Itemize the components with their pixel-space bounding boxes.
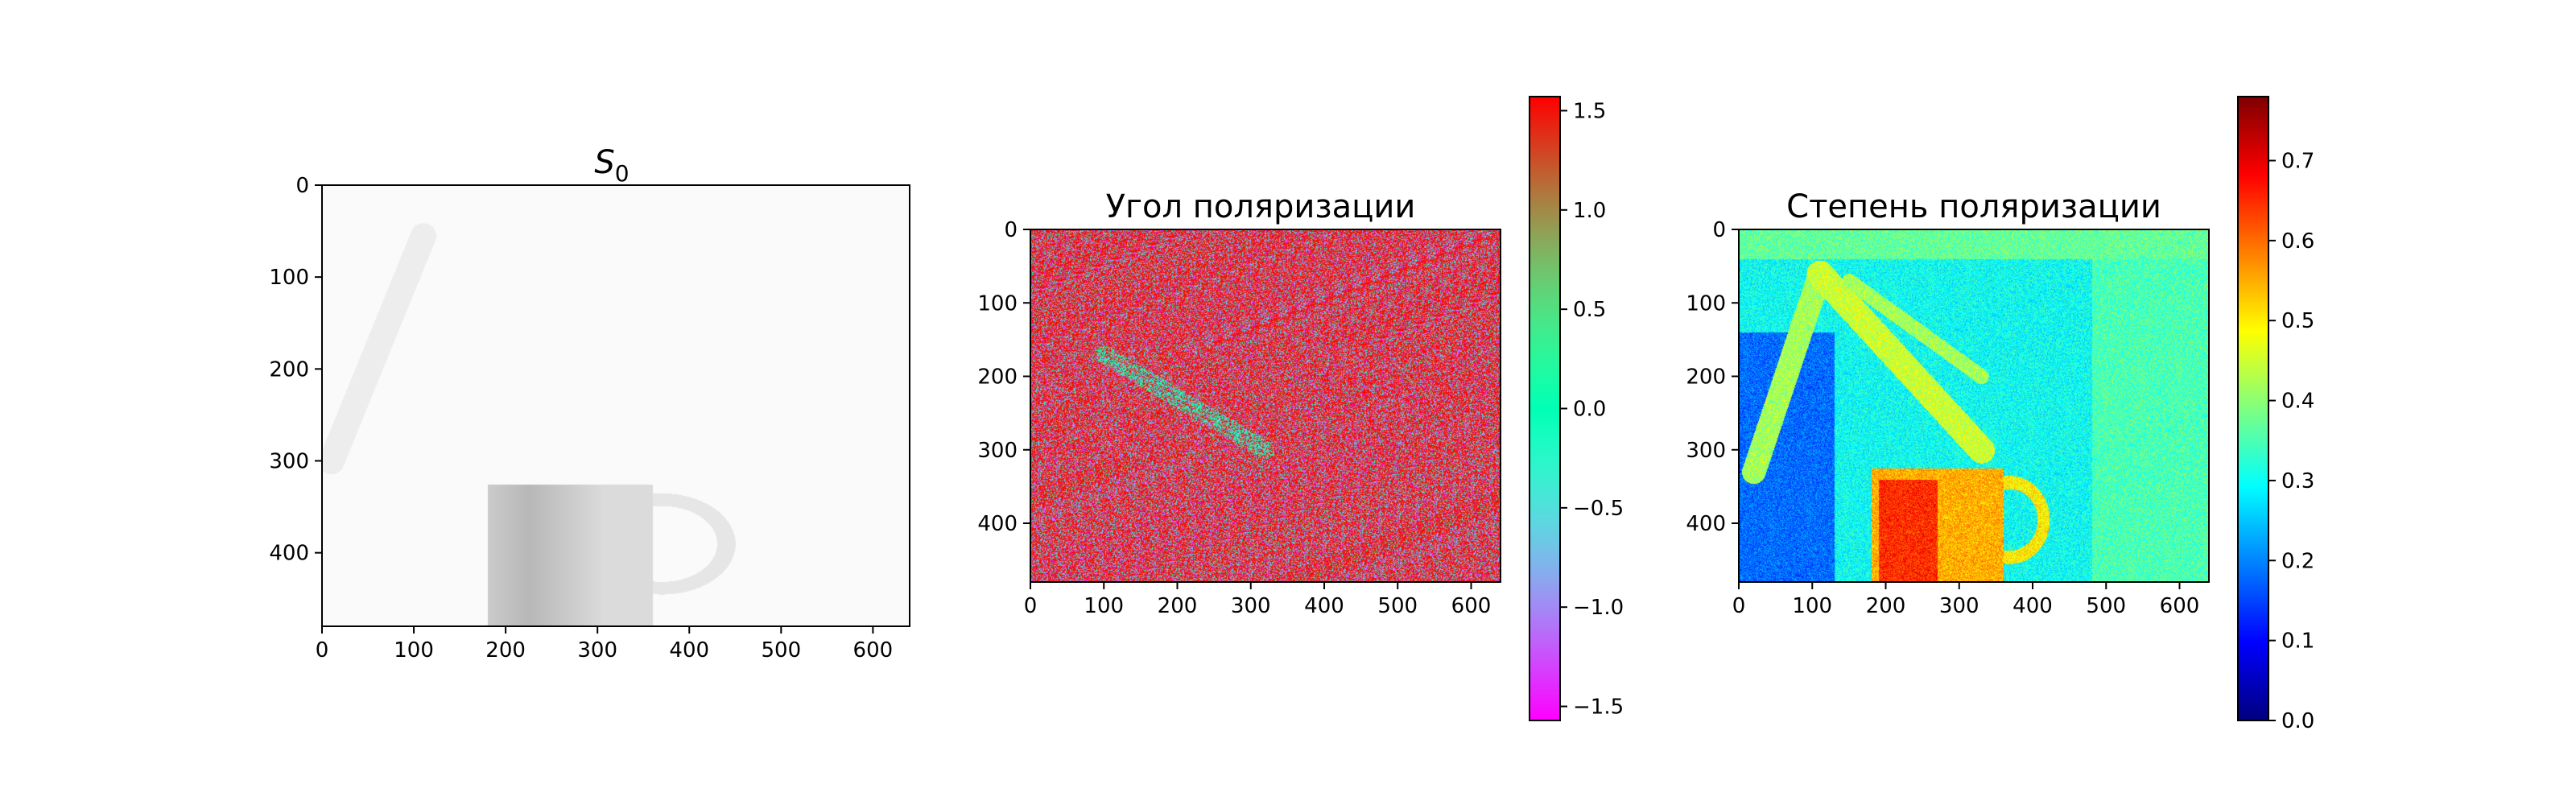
panel-degree-colorbar-frame <box>2237 96 2269 721</box>
colorbar-tick-label: 0.0 <box>2281 709 2314 733</box>
colorbar-tick-label: 0.3 <box>2281 469 2314 493</box>
x-tick-label: 500 <box>761 638 801 663</box>
panel-s0: S0 0 100 200 300 400 500 600 0 100 200 300 400 <box>269 144 910 663</box>
y-tick-label: 400 <box>977 512 1018 536</box>
colorbar-tick-label: −1.5 <box>1573 696 1624 720</box>
y-tick-label: 300 <box>977 439 1018 463</box>
y-tick-label: 0 <box>295 174 309 198</box>
x-tick-label: 0 <box>1024 594 1038 618</box>
x-tick-label: 0 <box>1732 594 1746 618</box>
panel-degree-colorbar-axis: 0.7 0.6 0.5 0.4 0.3 0.2 0.1 0.0 <box>2268 149 2314 733</box>
panel-degree-colorbar <box>2238 97 2268 720</box>
y-tick-label: 400 <box>1686 512 1726 536</box>
colorbar-tick-label: 1.5 <box>1573 99 1606 123</box>
y-tick-label: 100 <box>269 266 309 290</box>
y-tick-label: 400 <box>269 542 309 566</box>
colorbar-tick-label: −1.0 <box>1573 596 1624 620</box>
x-tick-label: 0 <box>316 638 329 663</box>
colorbar-tick-label: 0.0 <box>1573 398 1606 422</box>
x-tick-label: 200 <box>1158 594 1198 618</box>
x-tick-label: 600 <box>853 638 894 663</box>
panel-degree-frame <box>1738 229 2210 583</box>
x-tick-label: 300 <box>577 638 617 663</box>
colorbar-tick-label: −0.5 <box>1573 497 1624 521</box>
x-tick-label: 100 <box>1792 594 1832 618</box>
colorbar-tick-label: 0.1 <box>2281 630 2314 654</box>
x-tick-label: 300 <box>1231 594 1271 618</box>
panel-angle-frame <box>1030 229 1501 583</box>
colorbar-tick-label: 0.4 <box>2281 390 2314 414</box>
y-tick-label: 200 <box>1686 365 1726 390</box>
panel-degree-image <box>1739 229 2209 582</box>
panel-angle-colorbar-axis: 1.5 1.0 0.5 0.0 −0.5 −1.0 −1.5 <box>1560 99 1624 720</box>
x-tick-label: 100 <box>394 638 434 663</box>
y-tick-label: 200 <box>269 357 309 382</box>
colorbar-tick-label: 0.7 <box>2281 149 2314 173</box>
y-tick-label: 100 <box>977 291 1018 316</box>
x-tick-label: 600 <box>1451 594 1492 618</box>
colorbar-tick-label: 0.5 <box>1573 298 1606 322</box>
x-tick-label: 500 <box>1377 594 1418 618</box>
panel-angle: Угол поляризации 0 100 200 300 400 500 600 0 100… <box>977 96 1624 721</box>
x-tick-label: 300 <box>1939 594 1979 618</box>
y-tick-label: 200 <box>977 365 1018 390</box>
x-tick-label: 200 <box>1866 594 1906 618</box>
x-tick-label: 200 <box>485 638 526 663</box>
colorbar-tick-label: 0.2 <box>2281 549 2314 573</box>
x-tick-label: 500 <box>2086 594 2126 618</box>
x-tick-label: 100 <box>1084 594 1124 618</box>
panel-s0-axes: 0 100 200 300 400 500 600 0 100 200 300 400 <box>269 174 893 663</box>
y-tick-label: 100 <box>1686 291 1726 316</box>
y-tick-label: 0 <box>1712 218 1726 242</box>
panel-angle-title: Угол поляризации <box>1106 188 1416 225</box>
y-tick-label: 300 <box>269 450 309 474</box>
colorbar-tick-label: 1.0 <box>1573 199 1606 223</box>
panel-degree-axes: 0 100 200 300 400 500 600 0 100 200 300 400 <box>1686 218 2199 618</box>
x-tick-label: 400 <box>669 638 709 663</box>
panel-degree: Степень поляризации 0 100 200 300 400 500 6000… <box>1686 96 2314 733</box>
x-tick-label: 400 <box>1304 594 1344 618</box>
y-tick-label: 0 <box>1004 218 1018 242</box>
panel-angle-image <box>1030 229 1501 582</box>
colorbar-tick-label: 0.6 <box>2281 229 2314 254</box>
panel-degree-title: Степень поляризации <box>1786 188 2161 225</box>
y-tick-label: 300 <box>1686 439 1726 463</box>
x-tick-label: 600 <box>2160 594 2200 618</box>
panel-s0-title: S0 <box>594 144 629 187</box>
panel-s0-frame <box>321 184 910 627</box>
panel-angle-colorbar <box>1530 97 1560 720</box>
x-tick-label: 400 <box>2013 594 2053 618</box>
panel-s0-image <box>322 185 910 626</box>
colorbar-tick-label: 0.5 <box>2281 309 2314 333</box>
panel-angle-axes: 0 100 200 300 400 500 600 0 100 200 300 400 <box>977 218 1491 618</box>
